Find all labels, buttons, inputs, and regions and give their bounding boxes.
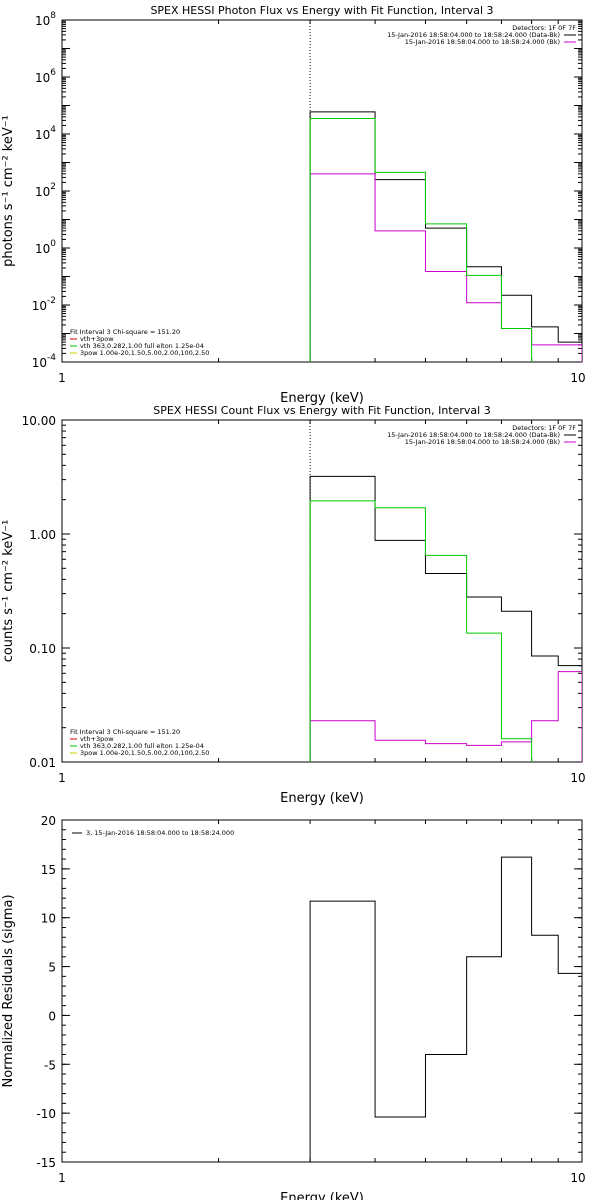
series-fit [309, 500, 533, 762]
y-tick-label: -5 [44, 1058, 56, 1072]
x-axis-label: Energy (keV) [280, 1191, 364, 1200]
plot-frame [61, 419, 583, 763]
fit-legend-header: Fit Interval 3 Chi-square = 151.20 [70, 328, 180, 336]
data-area [309, 420, 582, 762]
x-axis-label: Energy (keV) [280, 391, 364, 406]
fit-legend-entry: vth+3pow [80, 735, 114, 743]
y-tick-label: 10.00 [22, 414, 56, 428]
y-axis-label: Normalized Residuals (sigma) [1, 894, 16, 1087]
panel-1: SPEX HESSI Photon Flux vs Energy with Fi… [1, 4, 586, 406]
x-tick-label: 10 [570, 771, 585, 785]
y-tick-label: -15 [36, 1156, 56, 1170]
series-fit [309, 117, 533, 362]
panel-2: SPEX HESSI Count Flux vs Energy with Fit… [1, 404, 586, 806]
legend-fit: Fit Interval 3 Chi-square = 151.20vth+3p… [70, 328, 209, 357]
legend-header: Detectors: 1F 0F 7F [512, 24, 576, 32]
y-axis-label: photons s⁻¹ cm⁻² keV⁻¹ [1, 115, 16, 267]
chart-title: SPEX HESSI Count Flux vs Energy with Fit… [153, 404, 490, 417]
fit-legend-entry: 3pow 1.00e-20,1.50,5.00,2.00,100,2.50 [80, 349, 209, 357]
series-3-15-jan-2016-18-58-04-000-to-18-58-24-000 [309, 856, 582, 1162]
y-tick-label: 10 [41, 912, 56, 926]
y-tick-label: 0.10 [29, 642, 56, 656]
y-tick-label: 15 [41, 863, 56, 877]
legend-header: Detectors: 1F 0F 7F [512, 424, 576, 432]
y-tick-label: 1.00 [29, 528, 56, 542]
legend-entry: 15-Jan-2016 18:58:04.000 to 18:58:24.000… [405, 38, 560, 46]
y-tick-label: 5 [48, 961, 56, 975]
x-tick-label: 1 [58, 771, 66, 785]
legend-entry: 3, 15-Jan-2016 18:58:04.000 to 18:58:24.… [86, 829, 234, 837]
fit-legend-header: Fit Interval 3 Chi-square = 151.20 [70, 728, 180, 736]
x-tick-label: 10 [570, 1171, 585, 1185]
y-tick-label: 0.01 [29, 756, 56, 770]
y-tick-label: 108 [35, 11, 56, 28]
series-data-bk [309, 475, 582, 762]
y-tick-label: 10-2 [32, 296, 56, 313]
fit-legend-entry: vth 363,0.282,1.00 full elton 1.25e-04 [80, 742, 204, 750]
y-tick-label: 102 [35, 182, 56, 199]
y-tick-label: 10-4 [32, 353, 57, 370]
x-tick-label: 10 [570, 371, 585, 385]
legend-top: 3, 15-Jan-2016 18:58:04.000 to 18:58:24.… [72, 829, 234, 837]
y-tick-label: 20 [41, 814, 56, 828]
x-axis-label: Energy (keV) [280, 791, 364, 806]
data-area [309, 856, 582, 1162]
fit-legend-entry: vth+3pow [80, 335, 114, 343]
fit-legend-entry: vth 363,0.282,1.00 full elton 1.25e-04 [80, 342, 204, 350]
plot-frame [61, 19, 583, 363]
legend-entry: 15-Jan-2016 18:58:04.000 to 18:58:24.000… [387, 31, 560, 39]
chart-title: SPEX HESSI Photon Flux vs Energy with Fi… [150, 4, 493, 17]
series-bk [309, 671, 582, 762]
y-tick-label: 106 [35, 68, 56, 85]
data-area [309, 20, 582, 362]
legend-entry: 15-Jan-2016 18:58:04.000 to 18:58:24.000… [387, 431, 560, 439]
y-tick-label: 100 [35, 239, 56, 256]
y-tick-label: -10 [36, 1107, 56, 1121]
fit-legend-entry: 3pow 1.00e-20,1.50,5.00,2.00,100,2.50 [80, 749, 209, 757]
series-bk [309, 173, 582, 362]
y-tick-label: 104 [35, 125, 56, 142]
x-tick-label: 1 [58, 1171, 66, 1185]
y-axis-label: counts s⁻¹ cm⁻² keV⁻¹ [1, 520, 16, 663]
series-data-bk [309, 111, 582, 362]
legend-entry: 15-Jan-2016 18:58:04.000 to 18:58:24.000… [405, 438, 560, 446]
panel-3: 1 10 Energy (keV) -15 -10 -5 0 5 10 15 20 Normalize… [1, 814, 586, 1200]
x-tick-label: 1 [58, 371, 66, 385]
legend-fit: Fit Interval 3 Chi-square = 151.20vth+3p… [70, 728, 209, 757]
plot-frame [61, 819, 583, 1163]
y-tick-label: 0 [48, 1009, 56, 1023]
